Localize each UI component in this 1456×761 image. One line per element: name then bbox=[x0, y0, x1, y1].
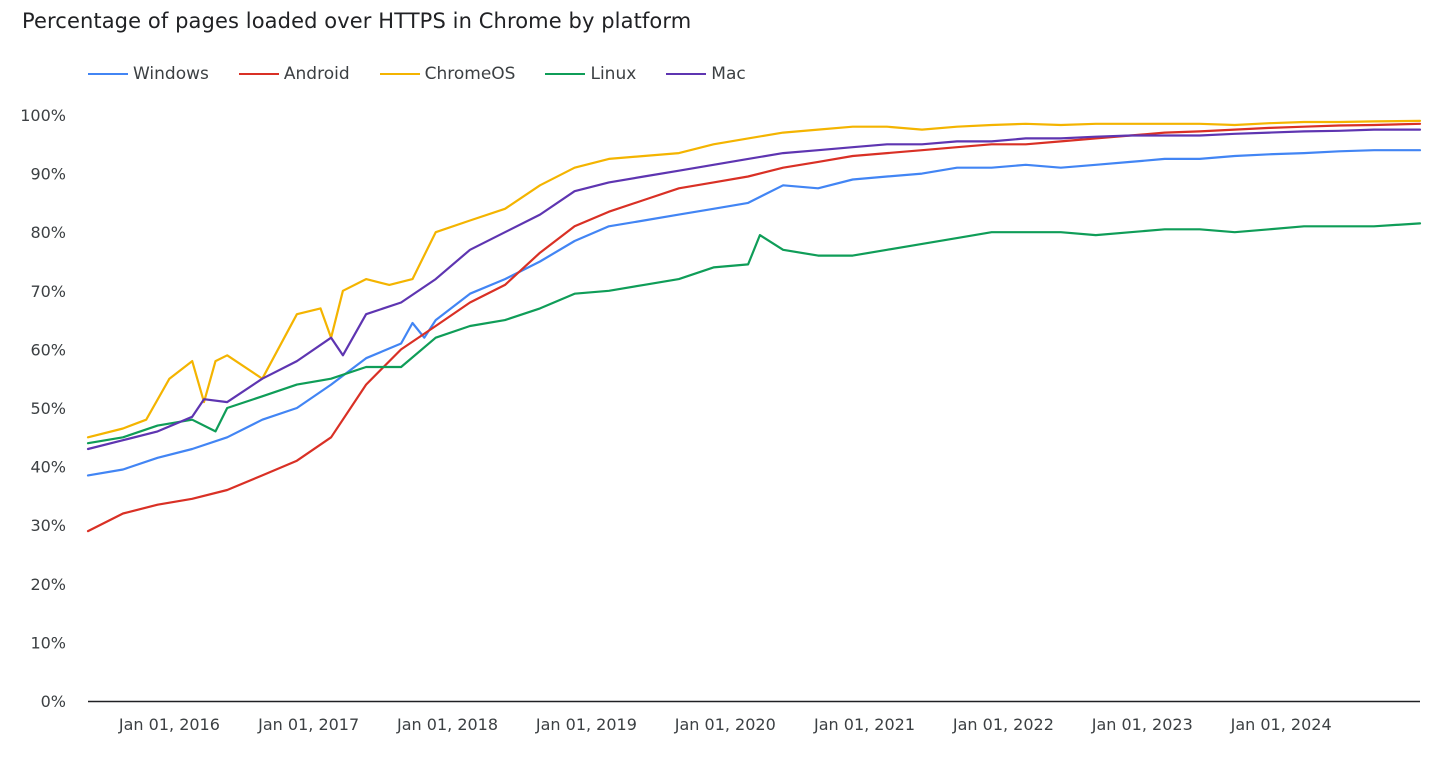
y-tick-label: 100% bbox=[20, 106, 66, 125]
x-tick-label: Jan 01, 2016 bbox=[118, 715, 220, 734]
legend-label-chromeos: ChromeOS bbox=[424, 64, 516, 84]
legend-label-windows: Windows bbox=[133, 64, 209, 84]
series-line-chromeos bbox=[86, 119, 1422, 439]
legend-swatch-mac bbox=[666, 73, 707, 75]
y-tick-label: 40% bbox=[30, 458, 66, 477]
legend-label-android: Android bbox=[283, 64, 350, 84]
legend-swatch-chromeos bbox=[379, 73, 420, 75]
y-tick-label: 20% bbox=[30, 575, 66, 594]
legend-swatch-windows bbox=[88, 73, 128, 75]
legend-item-windows[interactable]: Windows bbox=[88, 64, 209, 84]
y-tick-label: 0% bbox=[41, 692, 66, 711]
x-tick-label: Jan 01, 2019 bbox=[535, 715, 637, 734]
x-tick-label: Jan 01, 2018 bbox=[396, 715, 498, 734]
y-tick-label: 50% bbox=[30, 399, 66, 418]
y-tick-label: 60% bbox=[30, 340, 66, 359]
chart-title: Percentage of pages loaded over HTTPS in… bbox=[22, 9, 692, 33]
series-line-windows bbox=[86, 149, 1422, 477]
y-tick-label: 90% bbox=[30, 165, 66, 184]
legend-label-linux: Linux bbox=[590, 64, 637, 84]
legend-label-mac: Mac bbox=[711, 64, 746, 84]
x-tick-label: Jan 01, 2024 bbox=[1230, 715, 1332, 734]
y-tick-label: 10% bbox=[30, 633, 66, 652]
legend-item-linux[interactable]: Linux bbox=[545, 64, 636, 84]
series-line-android bbox=[86, 122, 1422, 533]
legend-item-android[interactable]: Android bbox=[238, 64, 350, 84]
x-tick-label: Jan 01, 2022 bbox=[952, 715, 1054, 734]
legend-item-chromeos[interactable]: ChromeOS bbox=[379, 64, 516, 84]
y-tick-label: 80% bbox=[30, 223, 66, 242]
x-tick-label: Jan 01, 2023 bbox=[1091, 715, 1193, 734]
x-tick-label: Jan 01, 2021 bbox=[813, 715, 915, 734]
series-line-mac bbox=[86, 128, 1422, 451]
x-tick-label: Jan 01, 2020 bbox=[674, 715, 776, 734]
legend-swatch-linux bbox=[545, 73, 586, 75]
x-tick-label: Jan 01, 2017 bbox=[257, 715, 359, 734]
series-line-linux bbox=[86, 222, 1422, 445]
legend-item-mac[interactable]: Mac bbox=[666, 64, 746, 84]
legend: Windows Android ChromeOS Linux Mac bbox=[88, 61, 776, 87]
y-tick-label: 70% bbox=[30, 282, 66, 301]
legend-swatch-android bbox=[238, 73, 279, 75]
y-tick-label: 30% bbox=[30, 516, 66, 535]
